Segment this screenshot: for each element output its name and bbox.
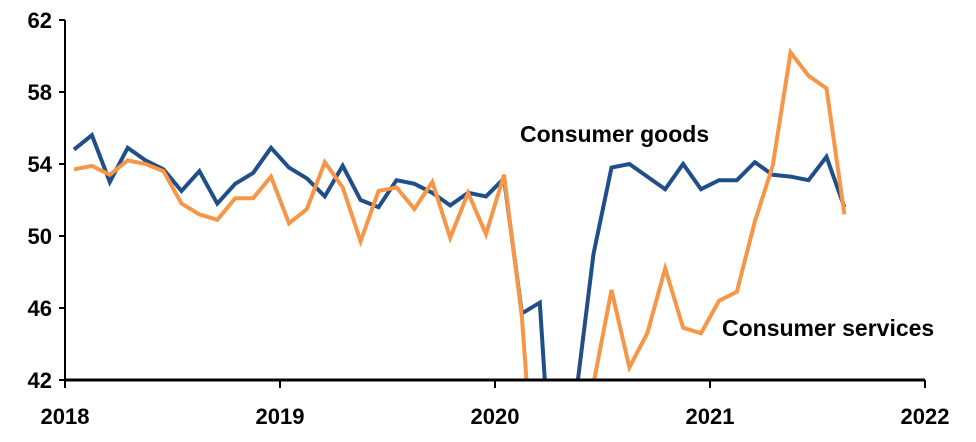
- x-tick-label: 2019: [256, 404, 305, 429]
- x-tick-label: 2022: [901, 404, 950, 429]
- x-tick-label: 2021: [686, 404, 735, 429]
- y-tick-label: 58: [28, 80, 52, 105]
- x-tick-label: 2018: [41, 404, 90, 429]
- y-tick-label: 54: [28, 152, 53, 177]
- y-tick-label: 62: [28, 8, 52, 33]
- y-tick-label: 42: [28, 368, 52, 393]
- annotation-consumer-goods: Consumer goods: [520, 121, 709, 147]
- series-line-consumer-goods: [72, 131, 847, 381]
- annotation-consumer-services: Consumer services: [722, 315, 934, 341]
- y-tick-label: 50: [28, 224, 52, 249]
- x-tick-label: 2020: [471, 404, 520, 429]
- y-tick-label: 46: [28, 296, 52, 321]
